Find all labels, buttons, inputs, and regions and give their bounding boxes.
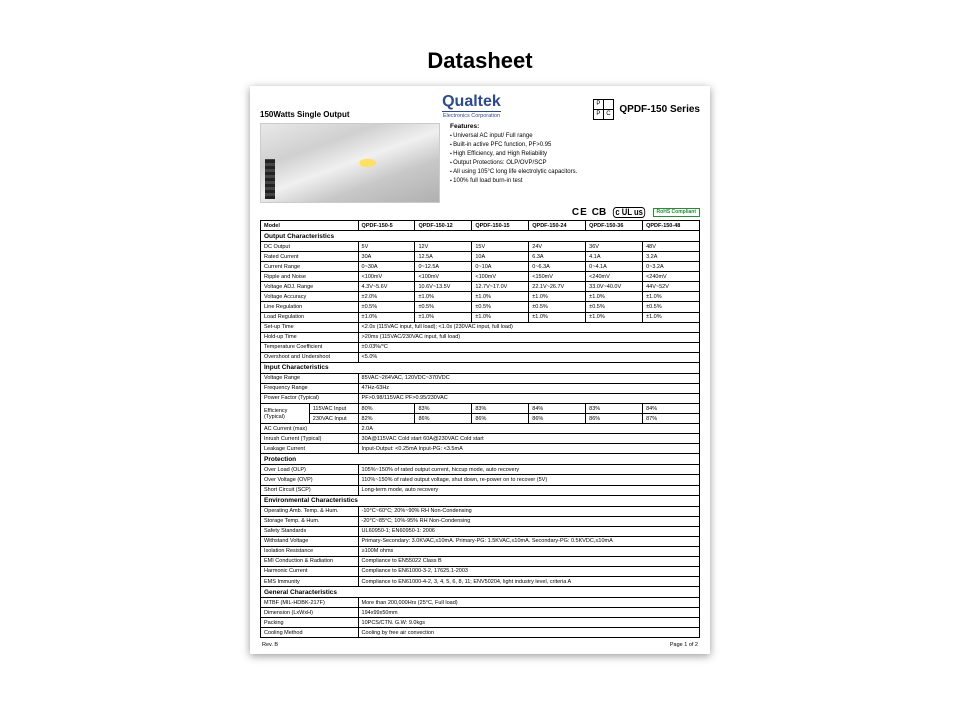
feature-item: Output Protections: OLP/OVP/SCP [450, 159, 700, 168]
series-mark-icon: P P C [593, 99, 613, 119]
page-number: Page 1 of 2 [670, 642, 698, 648]
table-row: Power Factor (Typical)PF>0.98/115VAC PF>… [261, 393, 700, 403]
series-block: P P C QPDF-150 Series [593, 99, 700, 119]
model-cell: QPDF-150-15 [472, 221, 529, 231]
features-block: Features: Universal AC input/ Full range… [450, 123, 700, 203]
table-row: Operating Amb. Temp. & Hum.-10°C~60°C; 2… [261, 506, 700, 516]
table-row: Leakage CurrentInput-Output: <0.25mA Inp… [261, 444, 700, 454]
table-row: Storage Temp. & Hum.-20°C~85°C; 10%-95% … [261, 516, 700, 526]
brand-logo: Qualtek Electronics Corporation [442, 94, 501, 119]
table-row: Voltage ADJ. Range4.3V~5.6V10.6V~13.5V12… [261, 282, 700, 292]
model-cell: QPDF-150-24 [529, 221, 586, 231]
features-list: Universal AC input/ Full range Built-in … [450, 132, 700, 186]
logo-subtext: Electronics Corporation [442, 111, 501, 119]
model-cell: QPDF-150-12 [415, 221, 472, 231]
table-row: Packing10PCS/CTN. G.W: 9.0kgs [261, 618, 700, 628]
watts-line: 150Watts Single Output [260, 110, 350, 119]
table-row: Dimension (LxWxH)194x99x50mm [261, 608, 700, 618]
top-content: Features: Universal AC input/ Full range… [260, 123, 700, 203]
model-label: Model [261, 221, 359, 231]
table-row: MTBF (MIL-HDBK-217F)More than 200,000Hrs… [261, 598, 700, 608]
table-row: Withstand VoltagePrimary-Secondary: 3.0K… [261, 536, 700, 546]
cert-row: CE CB c UL us RoHS Compliant [260, 207, 700, 218]
table-row: Line Regulation±0.5%±0.5%±0.5%±0.5%±0.5%… [261, 302, 700, 312]
ul-mark-icon: c UL us [613, 207, 646, 218]
table-row: Over Load (OLP)105%~150% of rated output… [261, 465, 700, 475]
feature-item: Universal AC input/ Full range [450, 132, 700, 141]
datasheet-page: 150Watts Single Output Qualtek Electroni… [250, 86, 710, 654]
logo-text: Qualtek [442, 94, 501, 110]
page-title: Datasheet [0, 0, 960, 74]
product-photo [260, 123, 440, 203]
cb-mark-icon: CB [592, 207, 606, 218]
table-row: Cooling MethodCooling by free air convec… [261, 628, 700, 638]
table-row: Inrush Current (Typical)30A@115VAC Cold … [261, 434, 700, 444]
table-row: DC Output5V12V15V24V36V48V [261, 242, 700, 252]
feature-item: All using 105°C long life electrolytic c… [450, 168, 700, 177]
table-row: Efficiency (Typical) 115VAC Input 230VAC… [261, 404, 700, 414]
table-row: Harmonic CurrentCompliance to EN61000-3-… [261, 566, 700, 576]
rohs-mark-icon: RoHS Compliant [653, 208, 700, 217]
model-cell: QPDF-150-36 [586, 221, 643, 231]
rev-label: Rev. B [262, 642, 278, 648]
feature-item: 100% full load burn-in test [450, 177, 700, 186]
section-protection: Protection [261, 454, 700, 465]
table-row: Safety StandardsUL60950-1; EN60950-1: 20… [261, 526, 700, 536]
feature-item: Built-in active PFC function, PF>0.95 [450, 141, 700, 150]
section-output: Output Characteristics [261, 231, 700, 242]
spec-table: Model QPDF-150-5 QPDF-150-12 QPDF-150-15… [260, 220, 700, 638]
series-text: QPDF-150 Series [619, 104, 700, 115]
table-row: Ripple and Noise<100mV<100mV<100mV<150mV… [261, 272, 700, 282]
table-row: Voltage Range85VAC~264VAC, 120VDC~370VDC [261, 373, 700, 383]
table-row: EMS ImmunityCompliance to EN61000-4-2, 3… [261, 577, 700, 587]
table-row: Set-up Time<2.0s (115VAC input, full loa… [261, 322, 700, 332]
table-row: Hold-up Time>20ms (115VAC/230VAC input, … [261, 332, 700, 342]
features-title: Features: [450, 123, 700, 130]
table-row: Voltage Accuracy±2.0%±1.0%±1.0%±1.0%±1.0… [261, 292, 700, 302]
model-cell: QPDF-150-48 [643, 221, 700, 231]
model-cell: QPDF-150-5 [358, 221, 415, 231]
ce-mark-icon: CE [572, 207, 588, 218]
table-row: Overshoot and Undershoot<5.0% [261, 352, 700, 362]
section-general: General Characteristics [261, 587, 700, 598]
section-env: Environmental Characteristics [261, 495, 700, 506]
model-row: Model QPDF-150-5 QPDF-150-12 QPDF-150-15… [261, 221, 700, 231]
table-row: Temperature Coefficient±0.03%/°C [261, 342, 700, 352]
table-row: Current Range0~30A0~12.5A0~10A0~6.3A0~4.… [261, 262, 700, 272]
section-input: Input Characteristics [261, 362, 700, 373]
table-row: Short Circuit (SCP)Long-term mode, auto … [261, 485, 700, 495]
header-row: 150Watts Single Output Qualtek Electroni… [260, 94, 700, 119]
table-row: AC Current (max)2.0A [261, 424, 700, 434]
table-row: Frequency Range47Hz-63Hz [261, 383, 700, 393]
table-row: Over Voltage (OVP)110%~150% of rated out… [261, 475, 700, 485]
feature-item: High Efficiency, and High Reliability [450, 150, 700, 159]
table-row: Rated Current30A12.5A10A6.3A4.1A3.2A [261, 252, 700, 262]
table-row: Isolation Resistance≥100M ohms [261, 546, 700, 556]
table-row: EMI Conduction & RadiationCompliance to … [261, 556, 700, 566]
table-row: Load Regulation±1.0%±1.0%±1.0%±1.0%±1.0%… [261, 312, 700, 322]
page-footer: Rev. B Page 1 of 2 [260, 642, 700, 648]
